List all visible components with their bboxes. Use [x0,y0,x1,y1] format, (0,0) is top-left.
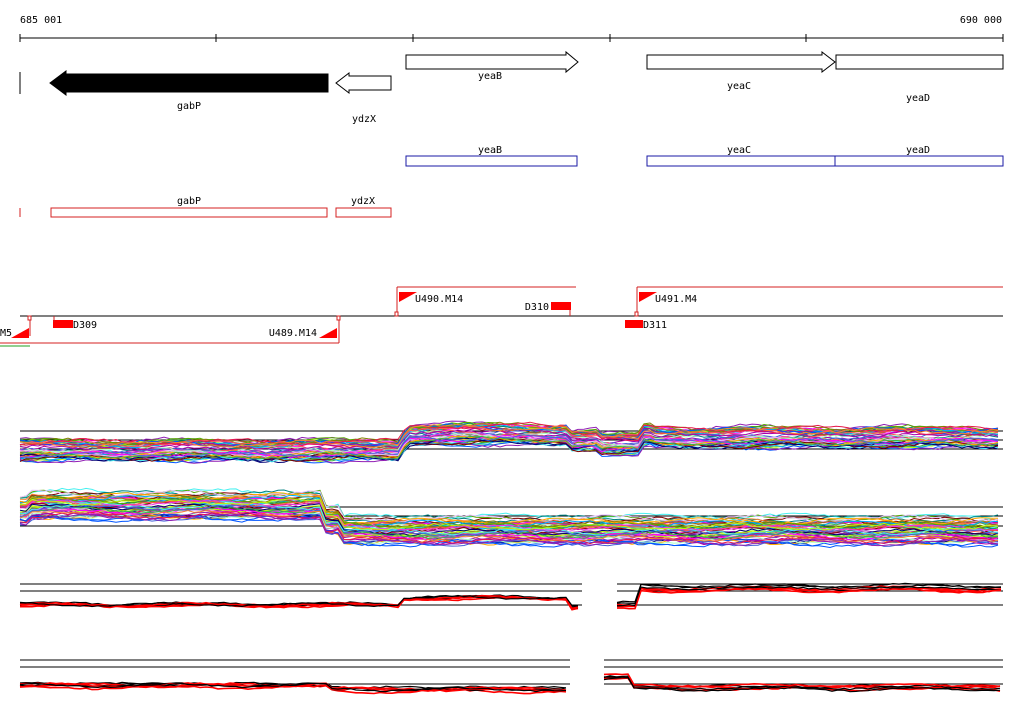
red-feature-label-ydzX: ydzX [351,196,375,207]
gene-label-ydzX: ydzX [352,114,376,125]
panel3-profile-line [616,585,1002,608]
panel3-profile-line [616,587,1002,610]
panel2-profile-line [19,511,999,545]
panel1-profile-line [19,421,999,446]
panel2-profile-line [19,492,999,526]
panel2-profile-line [19,509,999,543]
panel1-profile-line [19,423,999,449]
blue-feature-label-yeaB: yeaB [478,145,502,156]
red-feature-gabP[interactable] [50,207,328,218]
gene-arrow-yeaB[interactable] [405,50,579,74]
blue-feature-label-yeaC: yeaC [727,145,751,156]
panel1-profile-line [19,435,999,460]
panel1-profile-line [19,434,999,459]
panel2-profile-line [19,513,999,547]
axis-start-label: 685 001 [20,15,62,26]
tu-start-marker [634,311,639,317]
tu-label-U489: U489.M14 [269,328,317,339]
tu-flag-U490[interactable] [399,292,417,302]
panel2-profile-line [19,510,999,545]
gene-label-yeaC: yeaC [727,81,751,92]
blue-feature-yeaD[interactable] [834,155,1004,167]
blue-feature-label-yeaD: yeaD [906,145,930,156]
red-feature-label-gabP: gabP [177,196,201,207]
panel1-profile-line [19,434,999,459]
panel4-profile-line [603,676,1001,693]
tu-label-U491: U491.M4 [655,294,697,305]
panel3-profile-line [19,594,578,608]
terminator-label-D309: D309 [73,320,97,331]
panel2-profile-line [19,503,999,537]
panel4-profile-line [603,673,1001,689]
tu-label-M5: M5 [0,328,12,339]
red-feature-ydzX[interactable] [335,207,392,218]
panel2-profile-line [19,497,999,531]
coordinate-axis: 685 001 690 000 [19,15,1004,42]
panel2-profile-line [19,498,999,532]
panel3-profile-line [616,586,1001,607]
gene-box-yeaD[interactable] [835,54,1004,70]
panel2-profile-line [19,487,999,521]
terminator-D309[interactable] [53,320,73,328]
terminator-label-D311: D311 [643,320,667,331]
panel2-profile-line [19,489,999,523]
tu-start-marker [336,315,341,321]
tu-flag-M5[interactable] [11,328,29,338]
tu-start-marker [27,315,32,321]
gene-arrow-yeaC[interactable] [646,50,836,74]
gene-label-gabP: gabP [177,101,201,112]
expression-profiles [19,420,1003,695]
gene-arrow-ydzX[interactable] [335,71,392,95]
panel2-profile-line [19,514,999,549]
panel4-profile-line [603,675,1001,691]
terminator-label-D310: D310 [525,302,549,313]
tu-flag-U491[interactable] [639,292,657,302]
terminator-D311[interactable] [625,320,643,328]
gene-track: gabP ydzX yeaB yeaC yeaD [19,50,1004,125]
blue-feature-track: yeaB yeaC yeaD [405,145,1004,167]
terminator-D310[interactable] [551,302,571,310]
red-feature-track: gabP ydzX [19,196,392,218]
blue-feature-yeaB[interactable] [405,155,578,167]
panel3-profile-line [616,583,1001,605]
gene-label-yeaD: yeaD [906,93,930,104]
tu-flag-U489[interactable] [319,328,337,338]
axis-end-label: 690 000 [960,15,1002,26]
gene-arrow-gabP[interactable] [49,70,329,96]
tu-start-marker [394,311,399,317]
panel4-profile-line [19,682,567,693]
tu-label-U490: U490.M14 [415,294,463,305]
blue-feature-yeaC[interactable] [646,155,836,167]
transcription-unit-track: U490.M14 D310 U491.M4 D311 U489.M14 D309… [0,286,1003,347]
gene-label-yeaB: yeaB [478,71,502,82]
